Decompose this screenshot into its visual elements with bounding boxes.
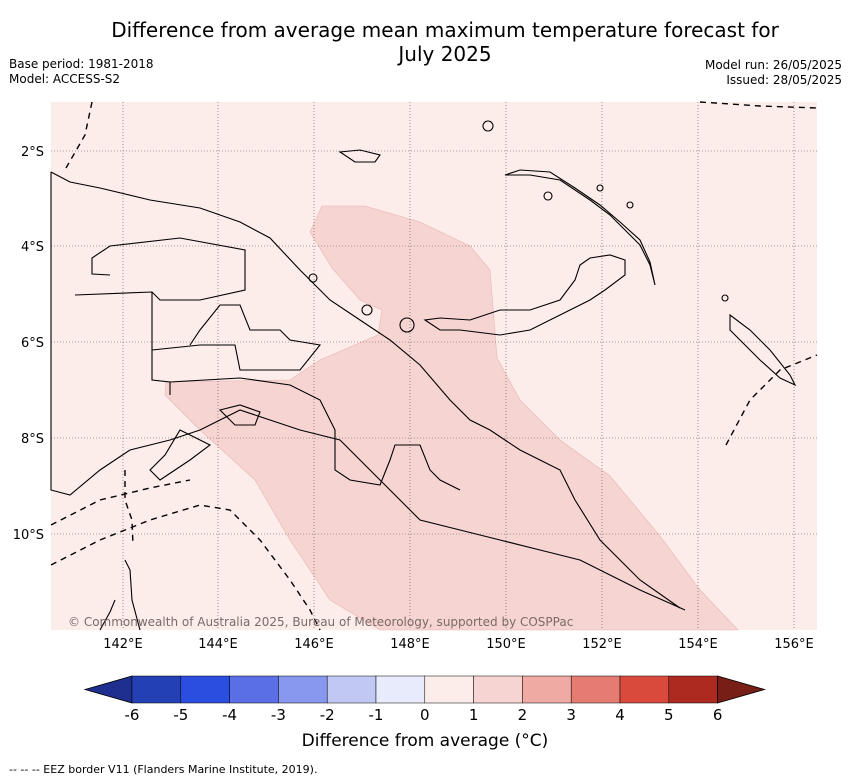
lat-axis-labels: 2°S 4°S 6°S 8°S 10°S xyxy=(13,145,44,543)
lon-axis-labels: 142°E 144°E 146°E 148°E 150°E 152°E 154°… xyxy=(103,637,814,652)
lon-label: 146°E xyxy=(294,637,334,652)
colorbar-segment xyxy=(473,675,523,704)
lat-label: 4°S xyxy=(21,240,44,255)
colorbar-extend-low xyxy=(83,675,133,704)
model-info: Base period: 1981-2018 Model: ACCESS-S2 xyxy=(9,57,154,87)
lat-label: 8°S xyxy=(21,432,44,447)
model-run: Model run: 26/05/2025 xyxy=(704,58,842,72)
lat-label: 6°S xyxy=(21,336,44,351)
colorbar-tick-label: 6 xyxy=(713,706,723,724)
colorbar-segment xyxy=(180,675,230,704)
colorbar-tick-label: -3 xyxy=(271,706,286,724)
run-info: Model run: 26/05/2025 Issued: 28/05/2025 xyxy=(705,58,842,88)
lon-label: 156°E xyxy=(774,637,814,652)
colorbar-tick-label: 3 xyxy=(566,706,576,724)
colorbar-tick-label: 1 xyxy=(469,706,479,724)
colorbar-segment xyxy=(278,675,328,704)
colorbar-tick-label: 2 xyxy=(518,706,528,724)
lon-label: 150°E xyxy=(486,637,526,652)
model-name: Model: ACCESS-S2 xyxy=(9,72,121,86)
colorbar-segment xyxy=(668,675,718,704)
coastlines xyxy=(50,120,797,631)
colorbar-segment xyxy=(375,675,426,704)
colorbar xyxy=(83,675,767,704)
issued-date: Issued: 28/05/2025 xyxy=(726,73,842,87)
copyright-note: © Commonwealth of Australia 2025, Bureau… xyxy=(68,615,573,629)
lon-label: 148°E xyxy=(390,637,430,652)
colorbar-segment xyxy=(619,675,670,704)
colorbar-tick-label: -5 xyxy=(173,706,188,724)
colorbar-tick-label: 5 xyxy=(664,706,674,724)
lon-label: 144°E xyxy=(198,637,238,652)
colorbar-ticks: -6 -5 -4 -3 -2 -1 0 1 2 3 4 5 6 xyxy=(125,706,723,724)
lon-label: 154°E xyxy=(678,637,718,652)
eez-borders xyxy=(50,101,818,631)
colorbar-tick-label: -2 xyxy=(320,706,335,724)
colorbar-segment xyxy=(522,675,572,704)
map-title: Difference from average mean maximum tem… xyxy=(60,18,830,66)
lon-label: 152°E xyxy=(582,637,622,652)
colorbar-segment xyxy=(131,675,182,704)
colorbar-segment xyxy=(326,675,377,704)
eez-legend-note: -- -- -- EEZ border V11 (Flanders Marine… xyxy=(9,763,318,776)
colorbar-extend-high xyxy=(717,675,767,704)
colorbar-tick-label: -6 xyxy=(125,706,140,724)
lat-label: 10°S xyxy=(13,528,44,543)
title-line-2: July 2025 xyxy=(398,42,492,66)
colorbar-segment xyxy=(570,675,621,704)
colorbar-tick-label: -1 xyxy=(369,706,384,724)
colorbar-label: Difference from average (°C) xyxy=(301,731,549,751)
lat-label: 2°S xyxy=(21,145,44,160)
colorbar-tick-label: 4 xyxy=(615,706,625,724)
colorbar-segment xyxy=(229,675,279,704)
colorbar-tick-label: 0 xyxy=(420,706,430,724)
title-line-1: Difference from average mean maximum tem… xyxy=(111,18,779,42)
base-period: Base period: 1981-2018 xyxy=(9,57,154,71)
lon-label: 142°E xyxy=(103,637,143,652)
colorbar-segment xyxy=(424,675,474,704)
colorbar-tick-label: -4 xyxy=(222,706,237,724)
